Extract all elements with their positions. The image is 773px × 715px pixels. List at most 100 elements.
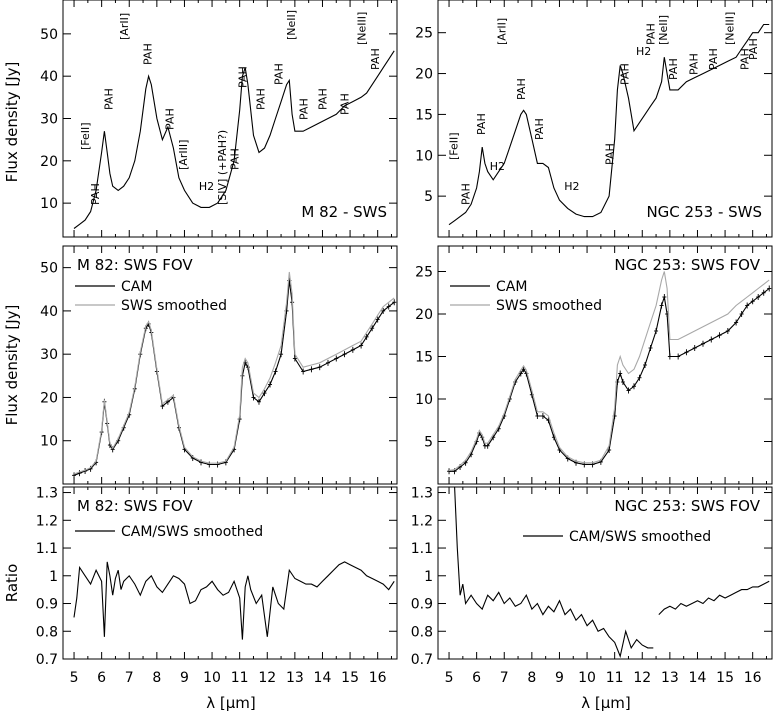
line-annotation: PAH: [255, 88, 268, 110]
y-tick-label: 10: [415, 392, 433, 408]
line-annotation: PAH: [297, 98, 310, 120]
y-tick-label: 0.9: [411, 597, 433, 613]
line-annotation: [NeII]: [285, 10, 298, 40]
legend-label: CAM: [496, 279, 527, 295]
x-tick-label: 15: [341, 670, 359, 686]
legend-label: CAM/SWS smoothed: [569, 529, 711, 545]
series-cam-sws-smoothed: [73, 561, 395, 640]
x-tick-label: 10: [203, 670, 221, 686]
y-tick-label: 0.8: [411, 624, 433, 640]
x-tick-label: 11: [231, 670, 249, 686]
plot-frame: [437, 486, 773, 660]
y-tick-label: 10: [40, 434, 58, 450]
panel-NGC253-FOV: 5 10 15 20 25 NGC 253: SWS FOV CAM SWS smoothed: [415, 245, 773, 485]
panel-M82-FOV: 10 20 30 40 50 M 82: SWS FOV CAM SWS smoothed: [40, 245, 398, 485]
y-tick-label: 20: [415, 307, 433, 323]
y-tick-label: 20: [40, 154, 58, 170]
y-tick-label: 1.2: [36, 513, 58, 529]
line-annotation: PAH: [475, 113, 488, 135]
y-tick-label: 10: [40, 196, 58, 212]
series-sws-smoothed: [73, 271, 395, 475]
y-tick-label: 50: [40, 261, 58, 277]
y-tick-label: 1: [424, 569, 433, 585]
panel-title: M 82: SWS FOV: [77, 497, 193, 515]
line-annotation: PAH: [228, 148, 241, 170]
y-tick-label: 0.9: [36, 597, 58, 613]
line-annotation: [SIV] (+PAH?): [216, 130, 229, 205]
y-tick-label: 20: [40, 390, 58, 406]
series-cam-sws-smoothed: [454, 486, 654, 659]
line-annotation: H2: [490, 160, 505, 173]
xlabel-left: λ [μm]: [206, 694, 256, 712]
x-tick-label: 15: [716, 670, 734, 686]
line-annotation: PAH: [707, 48, 720, 70]
line-annotation: [ArIII]: [177, 140, 190, 170]
line-annotation: PAH: [272, 63, 285, 85]
ylabel-top: Flux density [Jy]: [3, 62, 21, 183]
line-annotation: PAH: [533, 118, 546, 140]
ylabel-bot: Ratio: [3, 564, 21, 603]
y-tick-label: 25: [415, 26, 433, 42]
line-annotation: PAH: [618, 63, 631, 85]
line-annotation: PAH: [515, 78, 528, 100]
y-tick-label: 25: [415, 265, 433, 281]
y-tick-label: 1.1: [411, 541, 433, 557]
legend-label: CAM: [121, 279, 152, 295]
y-tick-label: 1.3: [411, 486, 433, 502]
y-tick-label: 15: [415, 350, 433, 366]
y-tick-label: 5: [424, 189, 433, 205]
line-annotation: [ArII]: [118, 13, 131, 40]
x-tick-label: 9: [555, 670, 564, 686]
xlabel-right: λ [μm]: [581, 694, 631, 712]
panel-title: M 82: SWS FOV: [77, 256, 193, 274]
x-tick-label: 5: [445, 670, 454, 686]
x-tick-label: 16: [369, 670, 387, 686]
plot-frame: [437, 245, 773, 485]
line-annotation: PAH: [141, 43, 154, 65]
series-spectrum: [73, 50, 395, 229]
y-tick-label: 50: [40, 27, 58, 43]
x-tick-label: 8: [152, 670, 161, 686]
y-tick-label: 1.3: [36, 486, 58, 502]
panel-M82-SWS: 10 20 30 40 50 M 82 - SWS [FeII] PAH PAH [ArII] PA…: [40, 0, 398, 238]
y-tick-label: 0.7: [411, 652, 433, 668]
line-annotation: [ArII]: [496, 18, 509, 45]
panel-title: NGC 253: SWS FOV: [614, 497, 760, 515]
line-annotation: PAH: [89, 183, 102, 205]
x-tick-label: 9: [180, 670, 189, 686]
x-tick-label: 7: [125, 670, 134, 686]
series-cam-sws-smoothed-long-: [658, 580, 770, 615]
y-tick-label: 30: [40, 112, 58, 128]
line-annotation: [NeIII]: [723, 12, 736, 45]
line-annotation: [FeII]: [447, 132, 460, 160]
line-annotation: PAH: [645, 23, 658, 45]
x-tick-label: 16: [744, 670, 762, 686]
x-tick-label: 6: [97, 670, 106, 686]
panel-NGC253-ratio: 5 6 7 8 9 10 11 12 13 14 15 16 0.7 0.8 0.9 1 1.1 1.2 1.3 NG…: [411, 486, 773, 686]
series-sws-smoothed: [448, 271, 770, 471]
y-tick-label: 5: [424, 435, 433, 451]
y-tick-label: 1.1: [36, 541, 58, 557]
line-annotation: PAH: [460, 183, 473, 205]
line-annotation: PAH: [739, 48, 752, 70]
panel-M82-ratio: 5 6 7 8 9 10 11 12 13 14 15 16 0.7 0.8 0.9 1 1.1 1.2 1.3 M …: [36, 486, 398, 686]
x-tick-label: 14: [689, 670, 707, 686]
line-annotation: [FeII]: [79, 122, 92, 150]
panel-title: NGC 253: SWS FOV: [614, 256, 760, 274]
series-spectrum: [448, 23, 770, 226]
line-annotation: PAH: [103, 88, 116, 110]
x-tick-label: 6: [472, 670, 481, 686]
line-annotation: H2: [564, 180, 579, 193]
x-tick-label: 14: [314, 670, 332, 686]
line-annotation: H2: [636, 45, 651, 58]
line-annotation: PAH: [687, 53, 700, 75]
line-annotation: PAH: [317, 88, 330, 110]
y-tick-label: 0.8: [36, 624, 58, 640]
line-annotation: PAH: [339, 93, 352, 115]
x-tick-label: 12: [258, 670, 276, 686]
legend-label: SWS smoothed: [121, 298, 227, 314]
x-tick-label: 10: [578, 670, 596, 686]
y-tick-label: 1: [49, 569, 58, 585]
